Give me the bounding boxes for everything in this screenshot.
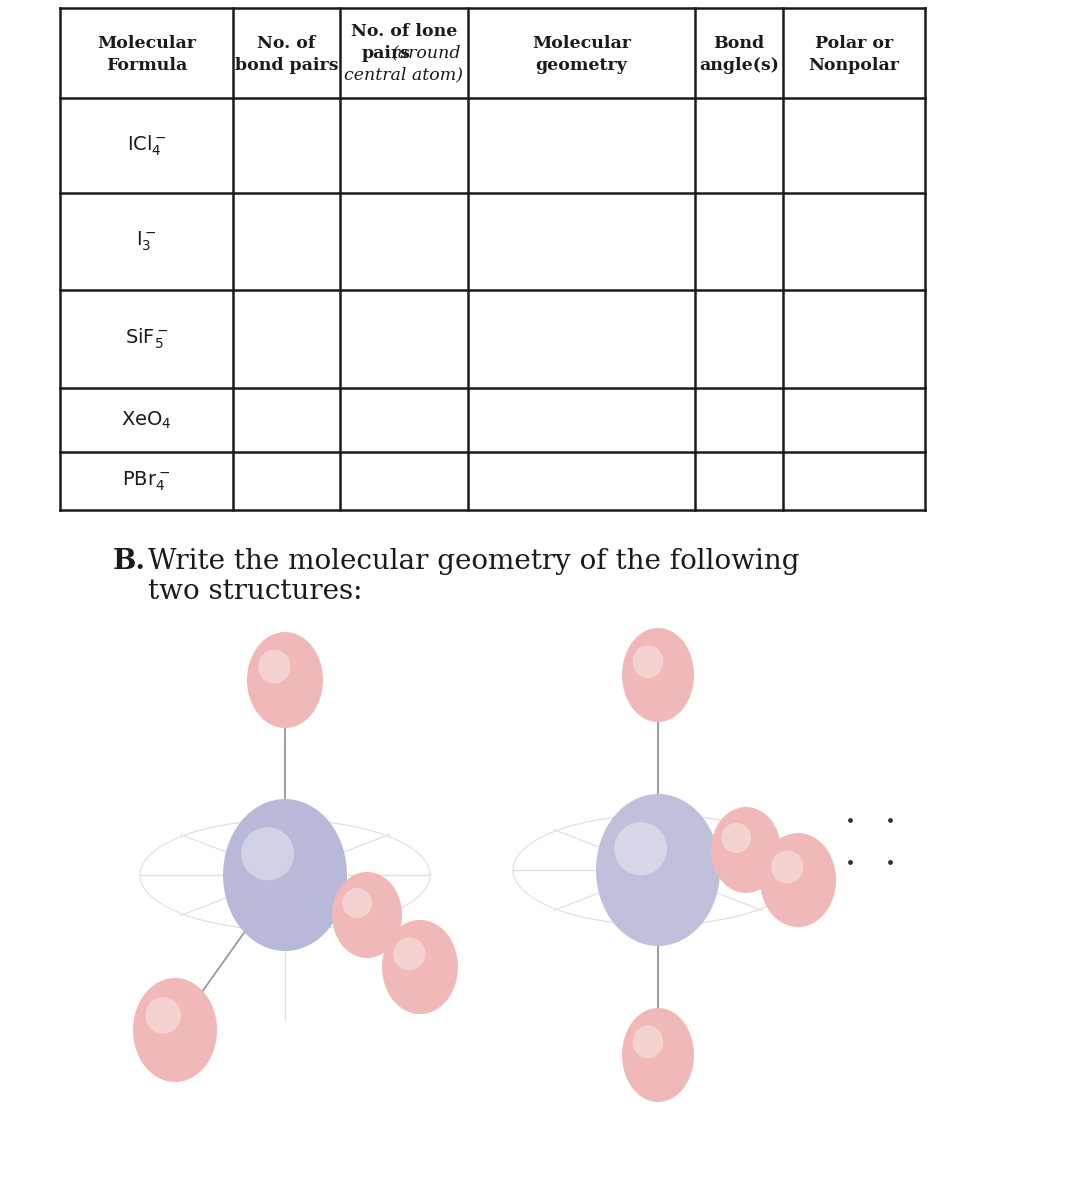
Text: $\mathrm{XeO_4}$: $\mathrm{XeO_4}$ <box>121 409 171 431</box>
Text: bond pairs: bond pairs <box>235 56 338 73</box>
Ellipse shape <box>332 872 402 958</box>
Ellipse shape <box>393 937 426 971</box>
Text: geometry: geometry <box>536 56 627 73</box>
Text: angle(s): angle(s) <box>699 56 779 73</box>
Text: No. of: No. of <box>258 35 316 52</box>
Ellipse shape <box>146 997 181 1033</box>
Ellipse shape <box>133 978 217 1082</box>
Text: $\mathrm{PBr_4^-}$: $\mathrm{PBr_4^-}$ <box>123 469 170 493</box>
Text: Write the molecular geometry of the following: Write the molecular geometry of the foll… <box>148 548 800 575</box>
Text: Polar or: Polar or <box>815 35 894 52</box>
Ellipse shape <box>247 632 323 728</box>
Text: B.: B. <box>113 548 146 575</box>
Text: No. of lone: No. of lone <box>350 23 457 40</box>
Text: (around: (around <box>391 44 460 61</box>
Ellipse shape <box>343 888 372 918</box>
Ellipse shape <box>223 799 347 950</box>
Text: $\mathrm{SiF_5^-}$: $\mathrm{SiF_5^-}$ <box>125 326 168 352</box>
Text: Molecular: Molecular <box>533 35 631 52</box>
Ellipse shape <box>259 649 290 683</box>
Text: Molecular: Molecular <box>97 35 196 52</box>
Ellipse shape <box>622 628 694 722</box>
Ellipse shape <box>711 806 780 893</box>
Ellipse shape <box>721 823 751 853</box>
Text: central atom): central atom) <box>345 66 464 84</box>
Ellipse shape <box>241 827 294 881</box>
Text: $\mathrm{ICl_4^-}$: $\mathrm{ICl_4^-}$ <box>127 133 166 157</box>
Ellipse shape <box>622 1008 694 1102</box>
Text: Bond: Bond <box>714 35 764 52</box>
Text: pairs: pairs <box>361 44 411 61</box>
Ellipse shape <box>771 851 803 883</box>
Ellipse shape <box>596 794 720 946</box>
Ellipse shape <box>382 920 458 1014</box>
Text: $\mathrm{I_3^-}$: $\mathrm{I_3^-}$ <box>136 229 156 253</box>
Text: Nonpolar: Nonpolar <box>808 56 899 73</box>
Ellipse shape <box>633 646 663 678</box>
Text: Formula: Formula <box>106 56 188 73</box>
Text: two structures:: two structures: <box>148 578 362 605</box>
Ellipse shape <box>760 833 837 926</box>
Ellipse shape <box>633 1025 663 1058</box>
Ellipse shape <box>614 822 667 875</box>
